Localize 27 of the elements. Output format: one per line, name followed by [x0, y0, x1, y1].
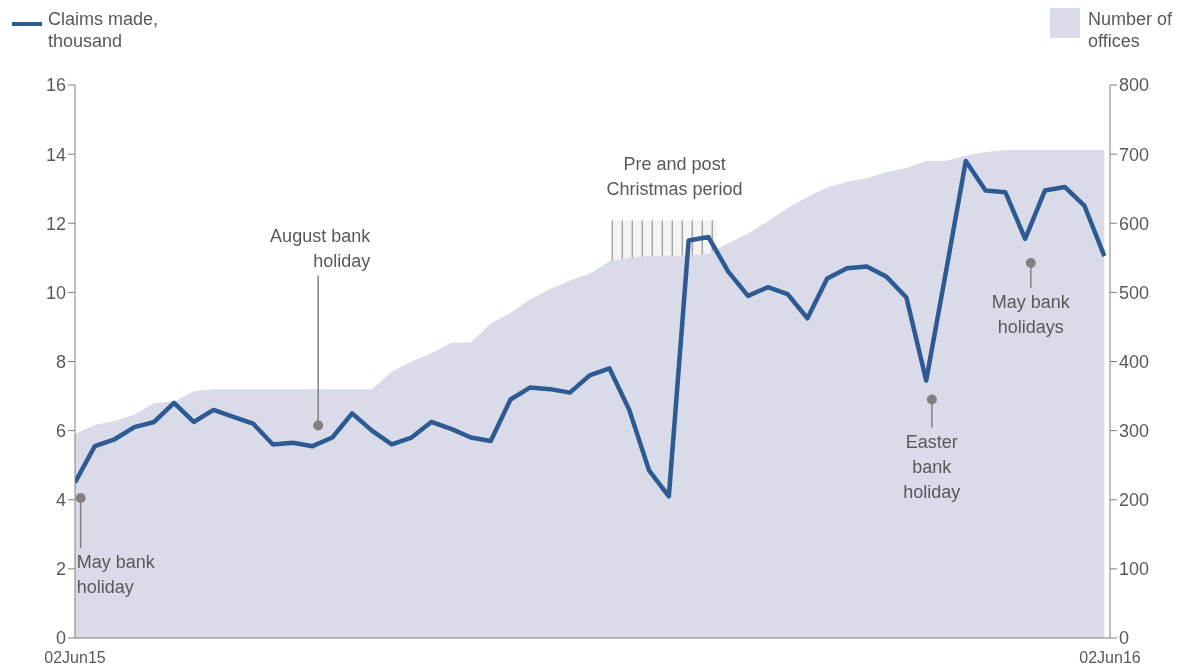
y-tick-label: 16	[45, 75, 66, 96]
y2-tick-label: 100	[1119, 559, 1150, 580]
y2-tick-label: 600	[1119, 213, 1150, 234]
y2-tick-label: 800	[1119, 75, 1150, 96]
annotation: May bank holiday	[76, 552, 156, 598]
y-tick-label: 0	[55, 628, 66, 649]
legend-label: Claims made, thousand	[48, 8, 159, 52]
y2-tick-label: 200	[1119, 490, 1150, 511]
annotation: August bank holiday	[270, 226, 372, 272]
y2-tick-label: 0	[1119, 628, 1130, 649]
x-tick-label: 02Jun16	[1079, 649, 1141, 667]
y-tick-label: 4	[55, 490, 66, 511]
y2-tick-label: 500	[1119, 282, 1150, 303]
x-tick-label: 02Jun15	[44, 649, 106, 667]
y-tick-label: 10	[45, 282, 66, 303]
annotation: Easter bank holiday	[903, 431, 961, 502]
y2-tick-label: 400	[1119, 351, 1150, 372]
y-tick-label: 8	[55, 351, 66, 372]
y2-tick-label: 300	[1119, 421, 1150, 442]
legend-label: Number of offices	[1087, 8, 1172, 52]
y-tick-label: 6	[55, 421, 66, 442]
y-tick-label: 2	[55, 559, 66, 580]
y-tick-label: 12	[45, 213, 66, 234]
band-label: Pre and post Christmas period	[606, 154, 743, 200]
y-tick-label: 14	[45, 144, 66, 165]
annotation: May bank holidays	[991, 292, 1071, 337]
y2-tick-label: 700	[1119, 144, 1150, 165]
